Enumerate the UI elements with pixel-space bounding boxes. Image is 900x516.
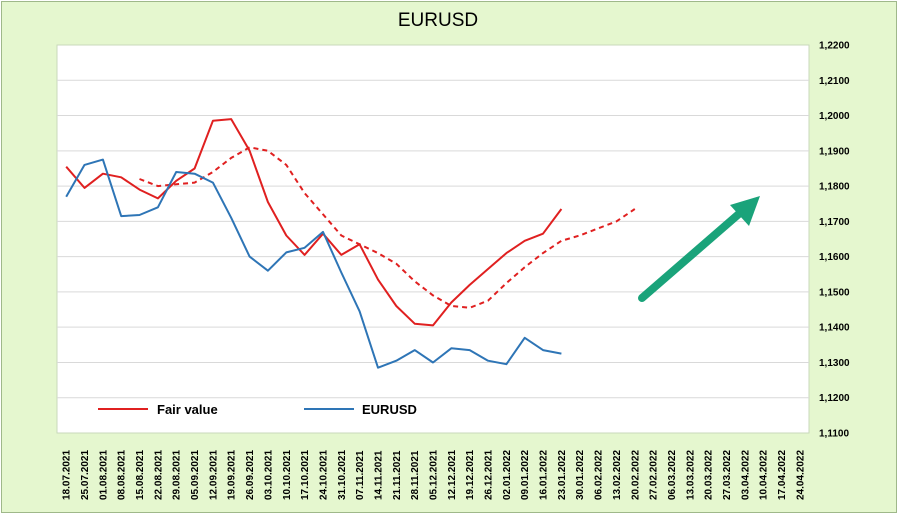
x-tick-label: 17.04.2022 [777,450,788,500]
x-tick-label: 12.12.2021 [447,450,458,500]
x-tick-label: 12.09.2021 [208,450,219,500]
x-tick-label: 08.08.2021 [117,450,128,500]
series-lines [65,118,636,369]
x-tick-label: 01.08.2021 [98,450,109,500]
trend-arrow [638,196,760,302]
x-tick-label: 07.11.2021 [355,450,366,500]
y-tick-label: 1,1800 [819,182,850,193]
x-tick-label: 06.03.2022 [667,450,678,500]
x-tick-label: 05.12.2021 [429,450,440,500]
x-tick-label: 13.02.2022 [612,450,623,500]
legend-label-fair-value: Fair value [157,402,218,417]
x-tick-label: 15.08.2021 [135,450,146,500]
x-tick-label: 06.02.2022 [594,450,605,500]
legend-label-eurusd: EURUSD [362,402,417,417]
y-tick-label: 1,1300 [819,358,850,369]
y-tick-label: 1,1900 [819,146,850,157]
x-tick-label: 30.01.2022 [575,450,586,500]
legend: Fair value EURUSD [98,402,417,417]
x-tick-label: 24.10.2021 [318,450,329,500]
x-tick-label: 18.07.2021 [62,450,73,500]
x-tick-label: 29.08.2021 [172,450,183,500]
x-tick-label: 09.01.2022 [520,450,531,500]
x-tick-label: 10.10.2021 [282,450,293,500]
x-tick-label: 26.09.2021 [245,450,256,500]
x-tick-label: 27.03.2022 [722,450,733,500]
y-tick-label: 1,1600 [819,252,850,263]
plot-area [56,44,810,434]
x-tick-label: 26.12.2021 [484,450,495,500]
x-tick-label: 14.11.2021 [373,450,384,500]
x-tick-label: 02.01.2022 [502,450,513,500]
series-line-fair-value-forecast [139,146,636,309]
x-tick-label: 13.03.2022 [685,450,696,500]
x-tick-label: 19.12.2021 [465,450,476,500]
chart-title: EURUSD [397,10,479,31]
x-tick-label: 17.10.2021 [300,450,311,500]
x-tick-label: 21.11.2021 [392,450,403,500]
gridlines [57,79,809,399]
series-line-eurusd [65,158,562,369]
y-tick-label: 1,1400 [819,323,850,334]
y-axis-ticks: 1,1100 1,1200 1,1300 1,1400 1,1500 1,1600 1,17… [819,41,850,440]
x-tick-label: 28.11.2021 [410,450,421,500]
y-tick-label: 1,2000 [819,111,850,122]
x-tick-label: 23.01.2022 [557,450,568,500]
x-tick-label: 20.03.2022 [704,450,715,500]
x-tick-label: 10.04.2022 [759,450,770,500]
x-tick-label: 27.02.2022 [649,450,660,500]
x-tick-label: 16.01.2022 [539,450,550,500]
x-tick-label: 24.04.2022 [795,450,806,500]
x-tick-label: 03.10.2021 [263,450,274,500]
x-tick-label: 25.07.2021 [80,450,91,500]
x-tick-label: 03.04.2022 [740,450,751,500]
x-tick-label: 05.09.2021 [190,450,201,500]
x-tick-label: 19.09.2021 [227,450,238,500]
y-tick-label: 1,1500 [819,287,850,298]
x-tick-label: 20.02.2022 [630,450,641,500]
y-tick-label: 1,2200 [819,41,850,52]
series-line-fair-value [65,118,563,327]
x-tick-label: 31.10.2021 [337,450,348,500]
y-tick-label: 1,1700 [819,217,850,228]
y-tick-label: 1,2100 [819,76,850,87]
x-axis-ticks: 18.07.2021 25.07.2021 01.08.2021 08.08.2021… [62,450,807,500]
x-tick-label: 22.08.2021 [153,450,164,500]
y-tick-label: 1,1100 [819,429,849,440]
y-tick-label: 1,1200 [819,393,850,404]
